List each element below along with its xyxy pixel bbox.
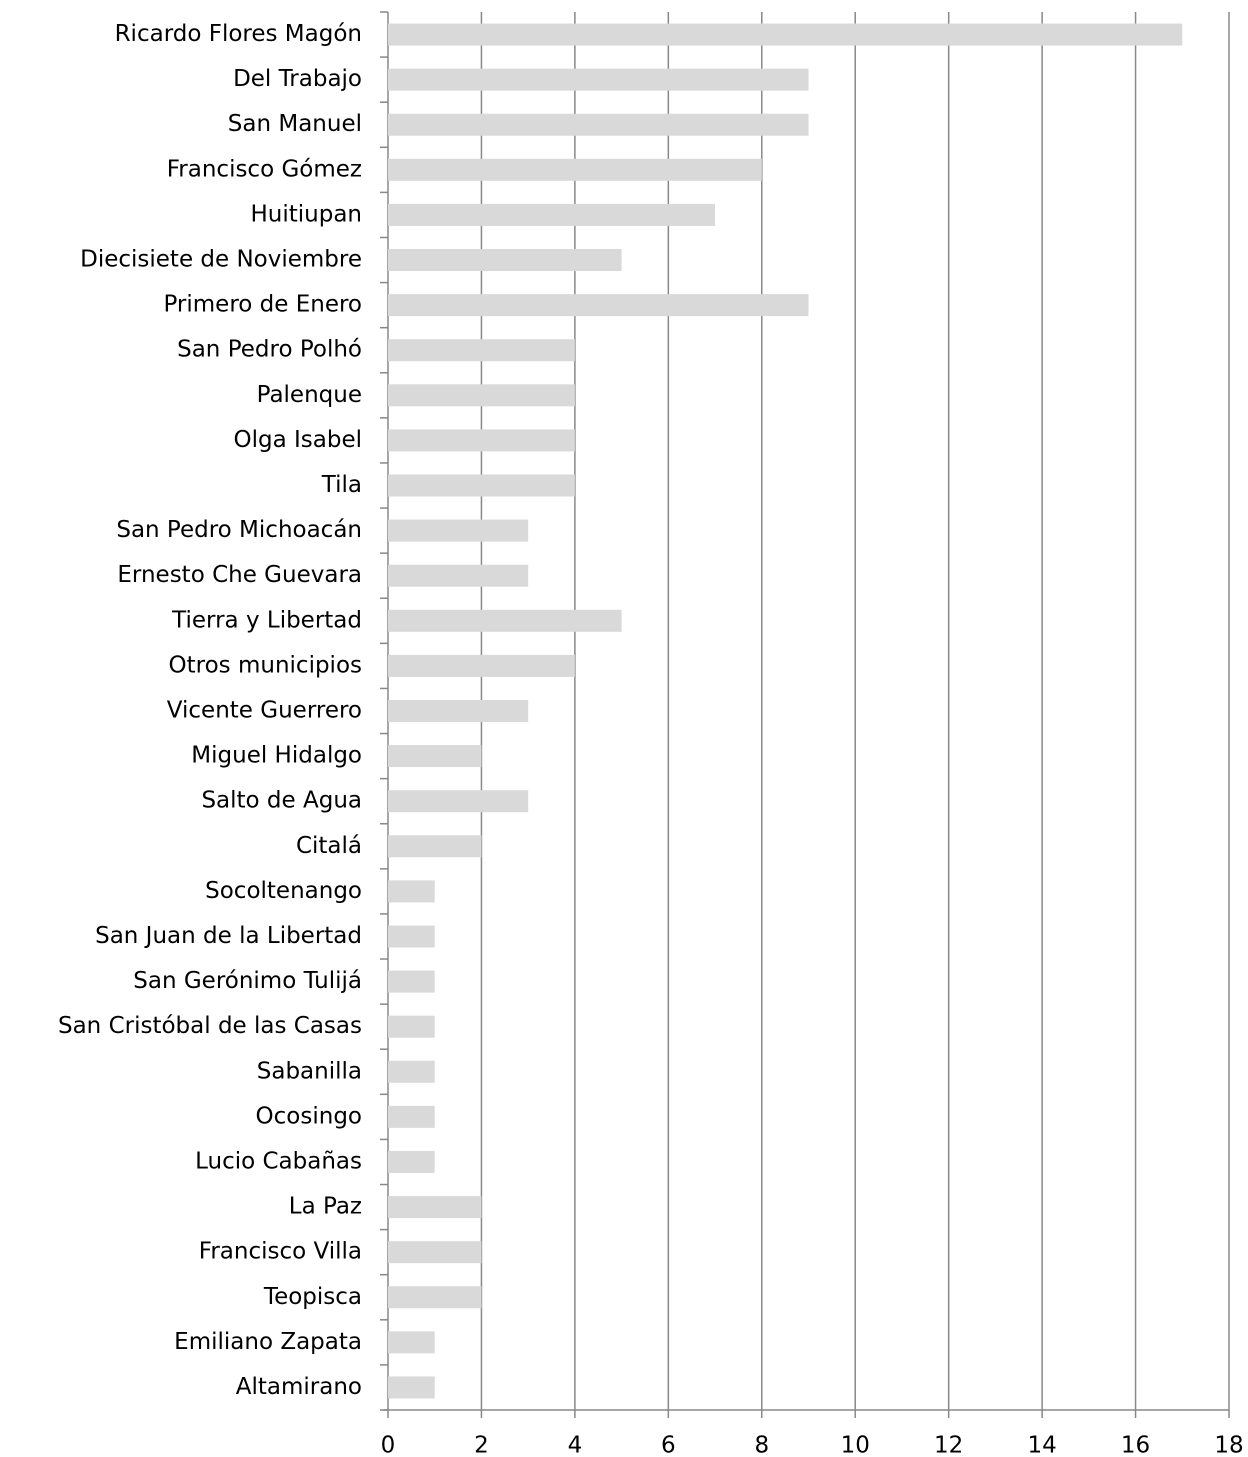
bar [388, 1105, 435, 1128]
bar [388, 1150, 435, 1173]
bar [388, 835, 482, 858]
y-tick-label: Teopisca [263, 1284, 362, 1310]
bar [388, 384, 575, 407]
y-tick-label: La Paz [289, 1194, 362, 1220]
bar [388, 23, 1183, 46]
bar [388, 339, 575, 362]
bar [388, 294, 809, 317]
bar [388, 474, 575, 497]
bar [388, 880, 435, 903]
bar [388, 1376, 435, 1399]
x-tick-label: 0 [381, 1433, 396, 1457]
bar [388, 1286, 482, 1309]
y-tick-label: Emiliano Zapata [174, 1329, 362, 1355]
y-tick-label: San Juan de la Libertad [95, 923, 362, 949]
y-tick-label: San Manuel [228, 111, 362, 137]
y-tick-label: Lucio Cabañas [195, 1148, 362, 1174]
bar [388, 1331, 435, 1354]
x-tick-label: 10 [841, 1433, 870, 1457]
bar [388, 925, 435, 948]
bar [388, 203, 716, 226]
x-tick-label: 12 [934, 1433, 963, 1457]
bar [388, 564, 529, 587]
x-tick-label: 14 [1027, 1433, 1056, 1457]
y-tick-label: Palenque [257, 382, 362, 408]
y-tick-label: Socoltenango [205, 878, 362, 904]
bar [388, 970, 435, 993]
y-tick-label: Ernesto Che Guevara [117, 562, 362, 588]
x-tick-label: 2 [474, 1433, 489, 1457]
bar [388, 1060, 435, 1083]
y-tick-label: Ricardo Flores Magón [115, 21, 362, 47]
bar [388, 1196, 482, 1219]
bar [388, 609, 622, 632]
x-tick-label: 18 [1214, 1433, 1243, 1457]
y-tick-label: Tila [321, 472, 362, 498]
y-tick-label: Diecisiete de Noviembre [80, 247, 362, 273]
x-tick-label: 6 [661, 1433, 676, 1457]
y-tick-label: San Cristóbal de las Casas [58, 1013, 362, 1039]
y-tick-label: Miguel Hidalgo [191, 743, 362, 769]
y-tick-label: San Gerónimo Tulijá [133, 968, 362, 994]
y-tick-label: San Pedro Michoacán [116, 517, 362, 543]
y-tick-label: Vicente Guerrero [167, 698, 362, 724]
y-tick-label: Tierra y Libertad [171, 607, 362, 633]
bar [388, 790, 529, 813]
x-tick-label: 8 [754, 1433, 769, 1457]
y-tick-label: Ocosingo [256, 1103, 362, 1129]
bar [388, 700, 529, 722]
y-tick-label: San Pedro Polhó [177, 337, 362, 363]
bar [388, 68, 809, 91]
bar [388, 654, 575, 677]
y-tick-label: Otros municipios [169, 652, 362, 678]
y-tick-label: Del Trabajo [233, 66, 362, 92]
x-tick-label: 16 [1121, 1433, 1150, 1457]
y-tick-label: Huitiupan [250, 201, 362, 227]
y-tick-label: Salto de Agua [201, 788, 362, 814]
x-tick-label: 4 [568, 1433, 583, 1457]
y-tick-label: Francisco Villa [199, 1239, 362, 1265]
y-tick-label: Francisco Gómez [167, 156, 362, 182]
y-tick-label: Altamirano [236, 1374, 362, 1400]
bar [388, 113, 809, 136]
bar [388, 1015, 435, 1038]
y-tick-label: Citalá [296, 833, 362, 859]
bar [388, 519, 529, 542]
bar [388, 1241, 482, 1264]
bar [388, 158, 762, 181]
y-tick-label: Sabanilla [257, 1058, 362, 1084]
y-tick-label: Olga Isabel [234, 427, 363, 453]
bar [388, 745, 482, 768]
bar [388, 429, 575, 452]
y-tick-label: Primero de Enero [163, 292, 362, 318]
bar [388, 249, 622, 272]
